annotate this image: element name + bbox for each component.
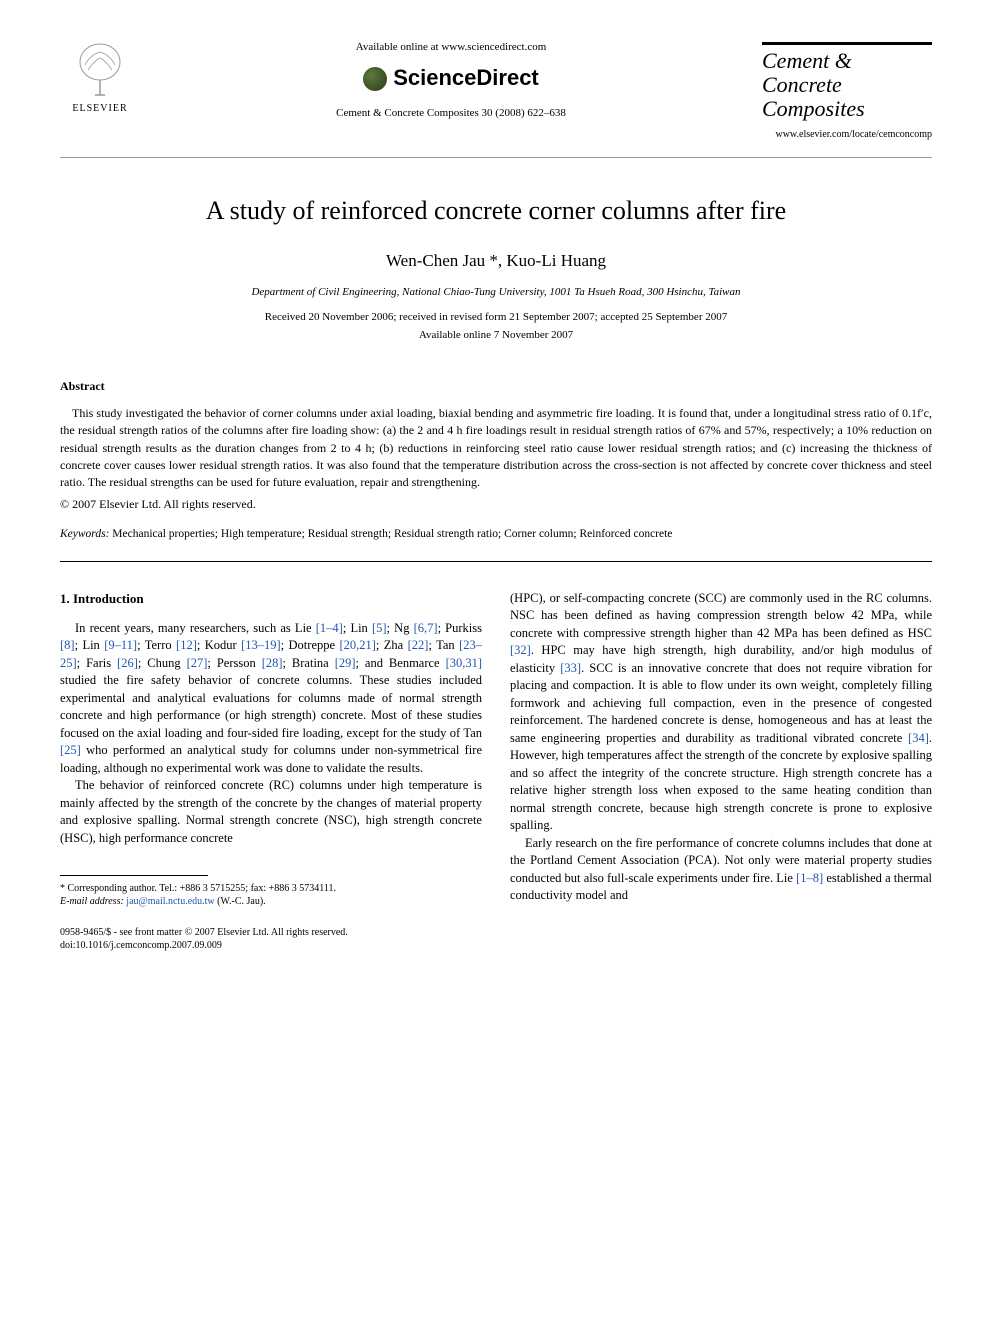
ref-link[interactable]: [8] <box>60 638 75 652</box>
journal-reference: Cement & Concrete Composites 30 (2008) 6… <box>160 106 742 121</box>
journal-url: www.elsevier.com/locate/cemconcomp <box>762 128 932 142</box>
footnote-corr: * Corresponding author. Tel.: +886 3 571… <box>60 882 482 895</box>
corresponding-author-footnote: * Corresponding author. Tel.: +886 3 571… <box>60 882 482 908</box>
ref-link[interactable]: [28] <box>262 656 283 670</box>
journal-title-line-3: Composites <box>762 97 932 121</box>
available-online-text: Available online at www.sciencedirect.co… <box>160 40 742 55</box>
paper-title: A study of reinforced concrete corner co… <box>60 193 932 229</box>
footnote-email-line: E-mail address: jau@mail.nctu.edu.tw (W.… <box>60 895 482 908</box>
footnote-divider <box>60 875 208 876</box>
ref-link[interactable]: [25] <box>60 743 81 757</box>
abstract-copyright: © 2007 Elsevier Ltd. All rights reserved… <box>60 496 932 513</box>
doi-line: doi:10.1016/j.cemconcomp.2007.09.009 <box>60 939 482 952</box>
abstract-heading: Abstract <box>60 378 932 395</box>
ref-link[interactable]: [33] <box>560 661 581 675</box>
footnote-email-suffix: (W.-C. Jau). <box>217 896 266 907</box>
ref-link[interactable]: [6,7] <box>414 621 438 635</box>
elsevier-tree-icon <box>70 40 130 100</box>
ref-link[interactable]: [29] <box>335 656 356 670</box>
ref-link[interactable]: [32] <box>510 643 531 657</box>
abstract-text: This study investigated the behavior of … <box>60 405 932 492</box>
sciencedirect-brand: ScienceDirect <box>160 63 742 94</box>
ref-link[interactable]: [13–19] <box>241 638 281 652</box>
footnote-email-label: E-mail address: <box>60 896 124 907</box>
ref-link[interactable]: [9–11] <box>104 638 137 652</box>
abstract-paragraph: This study investigated the behavior of … <box>60 405 932 492</box>
ref-link[interactable]: [26] <box>117 656 138 670</box>
ref-link[interactable]: [30,31] <box>446 656 482 670</box>
ref-link[interactable]: [22] <box>408 638 429 652</box>
center-header: Available online at www.sciencedirect.co… <box>140 40 762 122</box>
elsevier-label: ELSEVIER <box>72 102 127 116</box>
intro-heading: 1. Introduction <box>60 590 482 608</box>
available-online-date: Available online 7 November 2007 <box>60 328 932 343</box>
left-column: 1. Introduction In recent years, many re… <box>60 590 482 953</box>
bottom-metadata: 0958-9465/$ - see front matter © 2007 El… <box>60 926 482 952</box>
authors-line: Wen-Chen Jau *, Kuo-Li Huang <box>60 249 932 273</box>
page-header: ELSEVIER Available online at www.science… <box>60 40 932 158</box>
ref-link[interactable]: [12] <box>176 638 197 652</box>
footnote-email-link[interactable]: jau@mail.nctu.edu.tw <box>126 896 214 907</box>
ref-link[interactable]: [34] <box>908 731 929 745</box>
sciencedirect-dot-icon <box>363 67 387 91</box>
intro-paragraph-2: The behavior of reinforced concrete (RC)… <box>60 777 482 847</box>
front-matter-line: 0958-9465/$ - see front matter © 2007 El… <box>60 926 482 939</box>
ref-link[interactable]: [27] <box>187 656 208 670</box>
keywords-text: Mechanical properties; High temperature;… <box>112 528 672 540</box>
publisher-logo-block: ELSEVIER <box>60 40 140 116</box>
abstract-section: Abstract This study investigated the beh… <box>60 378 932 562</box>
right-column: (HPC), or self-compacting concrete (SCC)… <box>510 590 932 953</box>
journal-title-line-2: Concrete <box>762 73 932 97</box>
ref-link[interactable]: [1–8] <box>796 871 823 885</box>
intro-paragraph-1: In recent years, many researchers, such … <box>60 620 482 778</box>
body-columns: 1. Introduction In recent years, many re… <box>60 590 932 953</box>
keywords-line: Keywords: Mechanical properties; High te… <box>60 526 932 561</box>
intro-paragraph-3: (HPC), or self-compacting concrete (SCC)… <box>510 590 932 835</box>
ref-link[interactable]: [5] <box>372 621 387 635</box>
keywords-label: Keywords: <box>60 528 109 540</box>
journal-title-box: Cement & Concrete Composites www.elsevie… <box>762 40 932 142</box>
intro-paragraph-4: Early research on the fire performance o… <box>510 835 932 905</box>
journal-title-line-1: Cement & <box>762 42 932 73</box>
sciencedirect-text: ScienceDirect <box>393 63 539 94</box>
ref-link[interactable]: [1–4] <box>316 621 343 635</box>
ref-link[interactable]: [20,21] <box>339 638 375 652</box>
received-dates: Received 20 November 2006; received in r… <box>60 310 932 325</box>
affiliation: Department of Civil Engineering, Nationa… <box>60 285 932 300</box>
